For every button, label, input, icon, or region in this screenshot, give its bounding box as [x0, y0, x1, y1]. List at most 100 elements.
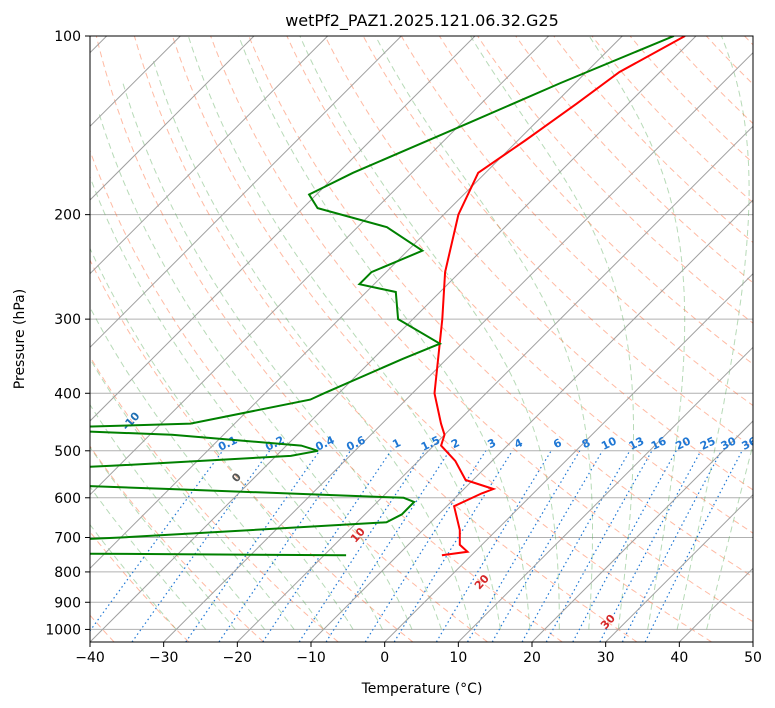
isotherm-line: [605, 493, 753, 642]
dry-adiabat-line: [133, 36, 638, 642]
x-axis-label: Temperature (°C): [361, 681, 483, 697]
mixing-ratio-label: 13: [627, 434, 646, 452]
sounding-series: [90, 36, 686, 557]
moist-adiabat-line: [90, 175, 383, 630]
mixing-ratio-label: 25: [698, 434, 717, 452]
x-tick-label: 0: [380, 650, 389, 666]
dry-adiabat-line: [591, 36, 753, 204]
moist-adiabat-line: [90, 523, 177, 630]
x-tick-label: 10: [449, 650, 467, 666]
dry-adiabat-line: [172, 36, 712, 642]
dry-adiabat-line: [90, 445, 264, 642]
dry-adiabat-line: [477, 36, 753, 324]
mixing-ratio-label: 20: [673, 434, 693, 453]
dry-adiabats: [90, 36, 753, 642]
mixing-ratio-line: [218, 450, 351, 642]
y-tick-label: 600: [54, 491, 81, 507]
dewpoint-profile-line: [90, 36, 675, 557]
y-tick-label: 1000: [45, 622, 81, 638]
isotherm-line: [90, 36, 255, 201]
isotherm-gridlines: [90, 36, 753, 642]
isotherm-line: [457, 346, 753, 642]
moist-adiabat-line: [152, 60, 472, 630]
mixing-ratio-line: [644, 450, 743, 642]
mixing-ratio-line: [364, 450, 487, 642]
x-tick-label: −10: [296, 650, 326, 666]
moist-adiabat-line: [90, 485, 207, 630]
dry-adiabat-line: [286, 36, 753, 534]
isotherm-line: [90, 36, 476, 422]
x-tick-label: −40: [75, 650, 105, 666]
y-tick-label: 700: [54, 531, 81, 547]
isotherm-line: [90, 36, 402, 349]
moist-adiabat-line: [90, 403, 265, 630]
dry-adiabat-line: [90, 149, 488, 642]
dry-adiabat-line: [90, 531, 190, 642]
mixing-ratio-label: 6: [551, 436, 564, 451]
moist-adiabat-line: [187, 36, 501, 630]
y-axis-ticks: 100 200 300 400 500 600 700 800 900 1000: [45, 29, 90, 638]
isotherm-line: [752, 641, 753, 642]
dry-adiabat-line: [744, 36, 753, 46]
moist-adiabat-line: [122, 82, 442, 630]
mixing-ratio-line: [466, 450, 581, 642]
dry-adiabat-line: [705, 36, 753, 85]
x-tick-label: −20: [223, 650, 253, 666]
x-tick-label: 30: [597, 650, 615, 666]
x-tick-label: 20: [523, 650, 541, 666]
mixing-ratio-line: [393, 450, 513, 642]
isotherm-line: [90, 36, 623, 570]
mixing-ratio-label: 3: [486, 436, 499, 451]
y-tick-label: 400: [54, 386, 81, 402]
mixing-ratio-label: 1: [390, 436, 403, 451]
mixing-ratio-line: [599, 450, 702, 642]
isotherm-line: [163, 51, 753, 642]
moist-adiabat-line: [238, 36, 531, 630]
moist-adiabat-line: [90, 446, 236, 630]
moist-adiabat-line: [375, 36, 593, 630]
moist-adiabat-line: [676, 36, 750, 630]
isotherm-line: [310, 199, 753, 642]
mixing-ratio-label: 30: [719, 434, 739, 453]
dry-adiabat-label: 20: [472, 572, 492, 592]
moist-adiabat-line: [470, 36, 634, 630]
y-tick-label: 800: [54, 565, 81, 581]
dry-adiabat-line: [553, 36, 753, 244]
isotherm-line: [90, 36, 329, 275]
moist-adiabat-line: [588, 36, 686, 630]
moist-adiabat-line: [90, 357, 295, 630]
y-tick-label: 500: [54, 444, 81, 460]
y-tick-label: 100: [54, 29, 81, 45]
chart-title: wetPf2_PAZ1.2025.121.06.32.G25: [285, 11, 559, 31]
dry-adiabat-line: [248, 36, 753, 578]
temperature-profile-line: [433, 36, 686, 557]
x-tick-label: −30: [149, 650, 179, 666]
moist-adiabat-line: [98, 113, 413, 630]
mixing-ratio-line: [298, 450, 426, 642]
y-tick-label: 200: [54, 208, 81, 224]
isotherm-line: [531, 420, 753, 642]
dry-adiabat-line: [210, 36, 753, 623]
mixing-ratio-line: [90, 450, 224, 632]
y-tick-label: 300: [54, 312, 81, 328]
mixing-ratio-line: [325, 450, 451, 642]
mixing-ratio-label: 8: [580, 436, 593, 451]
y-tick-label: 900: [54, 595, 81, 611]
isotherm-line: [236, 125, 753, 642]
isotherm-line: [90, 36, 697, 642]
moist-adiabat-line: [90, 247, 354, 630]
mixing-ratio-line: [435, 450, 552, 642]
dry-adiabat-line: [95, 36, 563, 642]
dry-adiabat-label: 30: [598, 612, 618, 632]
x-tick-label: 50: [744, 650, 762, 666]
y-axis-label: Pressure (hPa): [12, 289, 28, 389]
mixing-ratio-label: 10: [599, 434, 619, 453]
plot-area: 0.10.20.40.611.52346810131620253036-100-…: [90, 36, 753, 642]
dry-adiabat-label: -10: [119, 409, 142, 433]
isobar-gridlines: [90, 36, 753, 630]
mixing-ratio-lines: [90, 450, 743, 642]
isotherm-line: [384, 272, 753, 642]
mixing-ratio-line: [572, 450, 677, 642]
